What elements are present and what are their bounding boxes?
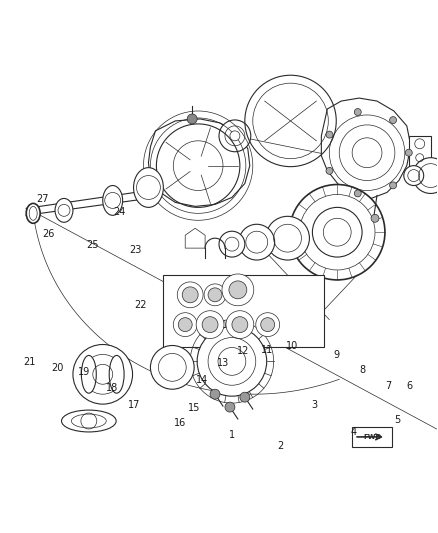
Circle shape xyxy=(404,166,424,185)
Circle shape xyxy=(219,120,251,152)
Circle shape xyxy=(326,167,333,174)
Ellipse shape xyxy=(26,204,40,223)
Circle shape xyxy=(266,216,309,260)
Circle shape xyxy=(182,287,198,303)
Text: 10: 10 xyxy=(286,341,298,351)
Circle shape xyxy=(371,214,379,222)
Text: 23: 23 xyxy=(129,245,141,255)
Text: 11: 11 xyxy=(261,345,273,355)
Ellipse shape xyxy=(61,410,116,432)
Circle shape xyxy=(173,313,197,336)
Circle shape xyxy=(219,231,245,257)
Circle shape xyxy=(290,184,385,280)
Circle shape xyxy=(177,282,203,308)
Text: 20: 20 xyxy=(51,363,63,373)
Circle shape xyxy=(178,318,192,332)
Text: 2: 2 xyxy=(277,440,283,450)
Text: 19: 19 xyxy=(78,367,90,377)
Text: 22: 22 xyxy=(134,300,147,310)
Text: 25: 25 xyxy=(87,240,99,251)
Ellipse shape xyxy=(109,356,124,393)
Circle shape xyxy=(187,114,197,124)
Text: 13: 13 xyxy=(217,358,230,368)
Circle shape xyxy=(73,344,133,404)
Bar xyxy=(409,136,431,166)
Ellipse shape xyxy=(55,198,73,222)
Circle shape xyxy=(354,109,361,116)
Text: 7: 7 xyxy=(385,381,391,391)
Circle shape xyxy=(150,345,194,389)
Text: 8: 8 xyxy=(360,365,366,375)
Text: 21: 21 xyxy=(24,357,36,367)
Text: 12: 12 xyxy=(237,346,249,356)
Text: FWD: FWD xyxy=(363,434,381,440)
Text: 27: 27 xyxy=(36,193,49,204)
Circle shape xyxy=(405,149,412,156)
Bar xyxy=(163,275,324,348)
Circle shape xyxy=(389,117,396,124)
Text: 3: 3 xyxy=(312,400,318,410)
Circle shape xyxy=(232,317,248,333)
Circle shape xyxy=(222,274,254,306)
Text: 15: 15 xyxy=(187,403,200,414)
Polygon shape xyxy=(321,98,411,198)
Circle shape xyxy=(197,327,267,396)
Ellipse shape xyxy=(103,185,123,215)
Circle shape xyxy=(202,317,218,333)
Circle shape xyxy=(225,402,235,412)
Text: 5: 5 xyxy=(394,415,401,425)
Circle shape xyxy=(230,131,240,141)
Text: 6: 6 xyxy=(406,381,413,391)
Text: 1: 1 xyxy=(229,430,235,440)
Polygon shape xyxy=(148,119,250,206)
Ellipse shape xyxy=(81,356,96,393)
Bar xyxy=(352,427,392,447)
Circle shape xyxy=(326,131,333,138)
Text: 4: 4 xyxy=(351,427,357,437)
Circle shape xyxy=(389,182,396,189)
Text: 17: 17 xyxy=(128,400,140,410)
Text: 16: 16 xyxy=(174,418,186,428)
Text: 26: 26 xyxy=(42,229,55,239)
Ellipse shape xyxy=(134,168,163,207)
Circle shape xyxy=(354,190,361,197)
Circle shape xyxy=(208,288,222,302)
Circle shape xyxy=(256,313,279,336)
Text: 9: 9 xyxy=(333,351,339,360)
Circle shape xyxy=(229,281,247,299)
Text: 14: 14 xyxy=(195,375,208,385)
Text: 24: 24 xyxy=(113,207,126,217)
Circle shape xyxy=(210,389,220,399)
Polygon shape xyxy=(185,228,205,248)
Circle shape xyxy=(239,224,275,260)
Circle shape xyxy=(413,158,438,193)
Circle shape xyxy=(204,284,226,306)
Text: 18: 18 xyxy=(106,383,119,393)
Circle shape xyxy=(196,311,224,338)
Circle shape xyxy=(240,392,250,402)
Circle shape xyxy=(226,311,254,338)
Circle shape xyxy=(261,318,275,332)
